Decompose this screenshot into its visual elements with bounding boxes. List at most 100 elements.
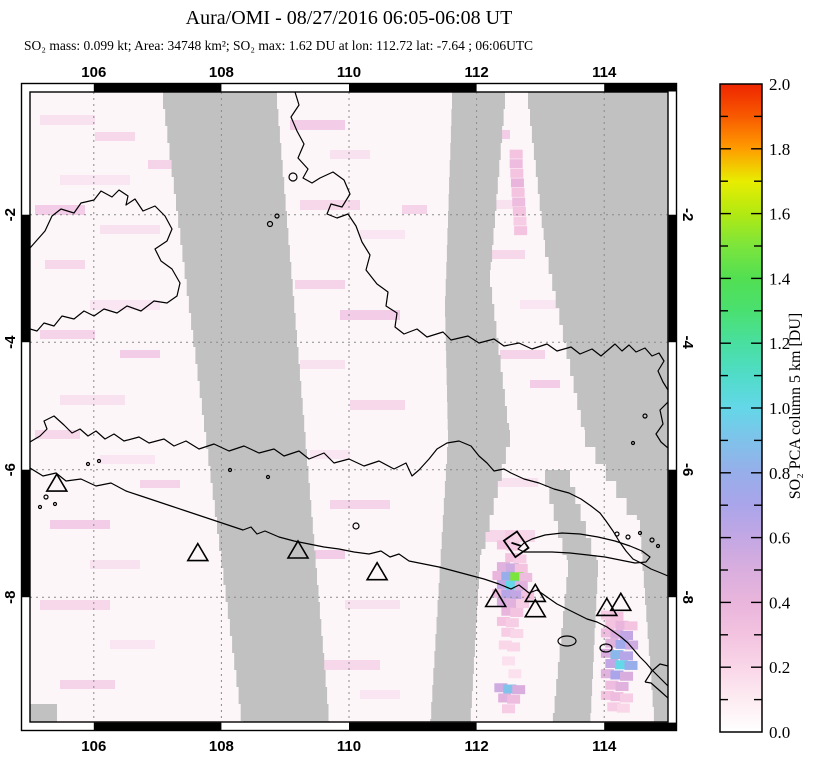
low-so2-patch xyxy=(35,430,80,439)
frame-tick-bands xyxy=(22,84,677,731)
so2-pixel xyxy=(494,683,508,693)
volcano-triangle-icon xyxy=(595,596,619,617)
low-so2-patch xyxy=(95,132,135,141)
so2-pixel xyxy=(519,572,533,582)
island xyxy=(266,220,274,228)
low-so2-patch xyxy=(120,350,160,358)
volcano-triangle-icon xyxy=(484,587,508,608)
volcano-triangle-icon xyxy=(365,561,389,581)
low-so2-patch xyxy=(330,500,390,509)
so2-pixel xyxy=(514,564,528,574)
low-so2-patch xyxy=(530,380,560,388)
colorbar-axis-label: SO₂ PCA column 5 km [DU] xyxy=(787,313,804,499)
so2-pixel xyxy=(510,608,524,618)
map-plot: 106 106 108 108 110 110 112 112 114 114 -2 -2 -4 -4 -6… xyxy=(2,64,696,755)
so2-pixel xyxy=(512,685,526,695)
so2-pixel xyxy=(615,620,629,630)
no-data-band xyxy=(163,92,330,722)
so2-pixel xyxy=(614,660,628,670)
island xyxy=(352,522,360,530)
so2-pixel xyxy=(492,571,506,581)
so2-pixel xyxy=(505,553,519,563)
madura-coastline xyxy=(517,532,651,564)
low-so2-patch xyxy=(110,640,155,649)
low-so2-patch xyxy=(402,205,427,214)
so2-pixel xyxy=(607,702,621,712)
volcano-triangle-icon xyxy=(523,582,547,603)
colorbar-tick-label: 1.8 xyxy=(769,140,790,159)
so2-pixel xyxy=(620,693,634,703)
island xyxy=(274,213,280,219)
so2-pixel xyxy=(505,599,519,609)
low-so2-patch xyxy=(360,690,400,699)
lon-tick-label-top: 108 xyxy=(209,64,234,81)
so2-pixel xyxy=(505,618,519,628)
max-diamond-icon xyxy=(502,530,530,559)
so2-pixel xyxy=(501,589,515,599)
bali-coastline xyxy=(644,663,668,699)
low-so2-patch xyxy=(340,310,400,320)
so2-pixel xyxy=(507,642,521,652)
lon-tick-label-bottom: 108 xyxy=(209,738,234,755)
island xyxy=(599,643,613,653)
colorbar-tick-label: 1.6 xyxy=(769,205,790,224)
low-so2-patch xyxy=(520,300,560,309)
lon-tick-label-bottom: 114 xyxy=(592,738,617,755)
colorbar-tick-labels: 0.0 0.2 0.4 0.6 0.8 1.0 1.2 1.4 1.6 1.8 2.0 xyxy=(769,75,791,742)
so2-pixel xyxy=(498,640,512,650)
island xyxy=(614,531,620,537)
colorbar-tick-label: 0.0 xyxy=(769,723,790,742)
so2-pixel xyxy=(510,590,524,600)
so2-pixel xyxy=(506,541,520,551)
no-data-swath-bands xyxy=(163,92,668,722)
so2-pixel xyxy=(600,648,614,658)
so2-pixel xyxy=(516,599,530,609)
so2-pixel xyxy=(509,159,523,169)
lat-tick-label-left: -4 xyxy=(2,335,19,349)
so2-pixel xyxy=(615,639,629,649)
borneo-se-coastline xyxy=(655,401,668,449)
so2-pixel xyxy=(624,660,638,670)
colorbar-tick-label: 0.6 xyxy=(769,529,790,548)
so2-pixel xyxy=(600,628,614,638)
volcano-triangle-icon xyxy=(523,598,547,618)
lat-tick-label-left: -6 xyxy=(2,463,19,476)
so2-pixel xyxy=(615,681,629,691)
low-so2-patch xyxy=(295,280,345,289)
colorbar-tick-label: 1.0 xyxy=(769,399,790,418)
low-so2-patch xyxy=(360,230,405,239)
colorbar-tick-label: 0.8 xyxy=(769,464,790,483)
colorbar-ticks xyxy=(720,115,762,701)
lon-tick-label-top: 106 xyxy=(81,64,106,81)
low-so2-patch xyxy=(60,175,130,185)
so2-pixel xyxy=(610,611,624,621)
so2-pixel xyxy=(625,640,639,650)
so2-pixel xyxy=(610,650,624,660)
so2-pixel xyxy=(502,704,515,714)
so2-pixel xyxy=(496,616,510,626)
volcano-markers xyxy=(45,472,633,618)
so2-pixel xyxy=(509,149,523,159)
so2-pixel xyxy=(600,690,614,700)
so2-pixel xyxy=(616,703,630,713)
lat-tick-label-right: -2 xyxy=(679,208,696,221)
so2-pixel xyxy=(605,680,619,690)
lon-tick-label-top: 112 xyxy=(464,64,488,81)
island xyxy=(625,534,631,540)
so2-pixel xyxy=(510,629,524,639)
so2-pixel xyxy=(496,562,510,572)
so2-pixel xyxy=(521,590,535,600)
stats-line: SO₂ mass: 0.099 kt; Area: 34748 km²; SO₂… xyxy=(24,38,533,53)
so2-pixel xyxy=(510,168,524,178)
so2-pixel xyxy=(505,563,519,573)
so2-pixel xyxy=(512,197,526,207)
so2-pixel xyxy=(508,669,522,679)
low-so2-patch xyxy=(90,300,160,310)
so2-pixel xyxy=(501,606,515,616)
so2-pixel xyxy=(513,554,527,564)
colorbar-tick-label: 1.2 xyxy=(769,334,790,353)
island xyxy=(43,494,49,500)
island xyxy=(227,467,233,473)
low-so2-patch xyxy=(300,360,345,369)
lon-tick-label-bottom: 110 xyxy=(337,738,361,755)
